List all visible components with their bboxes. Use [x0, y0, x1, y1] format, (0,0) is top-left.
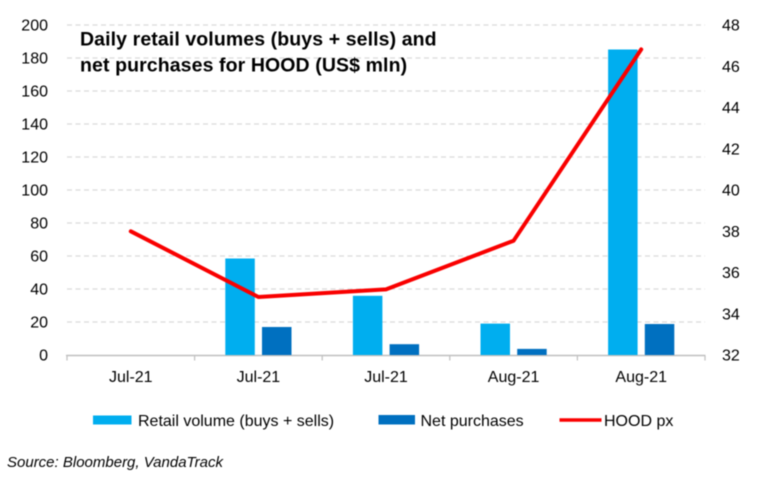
svg-text:48: 48 [722, 18, 740, 35]
svg-text:34: 34 [722, 306, 740, 323]
svg-text:80: 80 [30, 216, 48, 233]
svg-text:46: 46 [722, 59, 740, 76]
svg-text:Jul-21: Jul-21 [237, 369, 281, 386]
svg-text:20: 20 [30, 315, 48, 332]
svg-text:38: 38 [722, 224, 740, 241]
svg-text:Aug-21: Aug-21 [615, 369, 667, 386]
svg-text:140: 140 [21, 117, 48, 134]
svg-text:0: 0 [39, 348, 48, 365]
svg-text:Net purchases: Net purchases [421, 413, 524, 430]
svg-text:Source: Bloomberg, VandaTrack: Source: Bloomberg, VandaTrack [7, 454, 224, 471]
svg-text:Jul-21: Jul-21 [109, 369, 153, 386]
svg-text:32: 32 [722, 348, 740, 365]
svg-text:200: 200 [21, 18, 48, 35]
svg-text:net purchases for HOOD (US$ ml: net purchases for HOOD (US$ mln) [80, 55, 407, 77]
svg-text:Retail volume (buys + sells): Retail volume (buys + sells) [138, 413, 334, 430]
svg-text:60: 60 [30, 249, 48, 266]
svg-text:180: 180 [21, 51, 48, 68]
svg-text:100: 100 [21, 183, 48, 200]
svg-text:36: 36 [722, 265, 740, 282]
svg-text:Aug-21: Aug-21 [488, 369, 540, 386]
svg-text:HOOD px: HOOD px [604, 413, 673, 430]
svg-text:42: 42 [722, 141, 740, 158]
svg-text:Daily retail volumes (buys + s: Daily retail volumes (buys + sells) and [80, 29, 437, 51]
svg-text:40: 40 [722, 183, 740, 200]
svg-text:Jul-21: Jul-21 [364, 369, 408, 386]
svg-text:44: 44 [722, 100, 740, 117]
svg-text:120: 120 [21, 150, 48, 167]
svg-text:40: 40 [30, 282, 48, 299]
svg-text:160: 160 [21, 84, 48, 101]
